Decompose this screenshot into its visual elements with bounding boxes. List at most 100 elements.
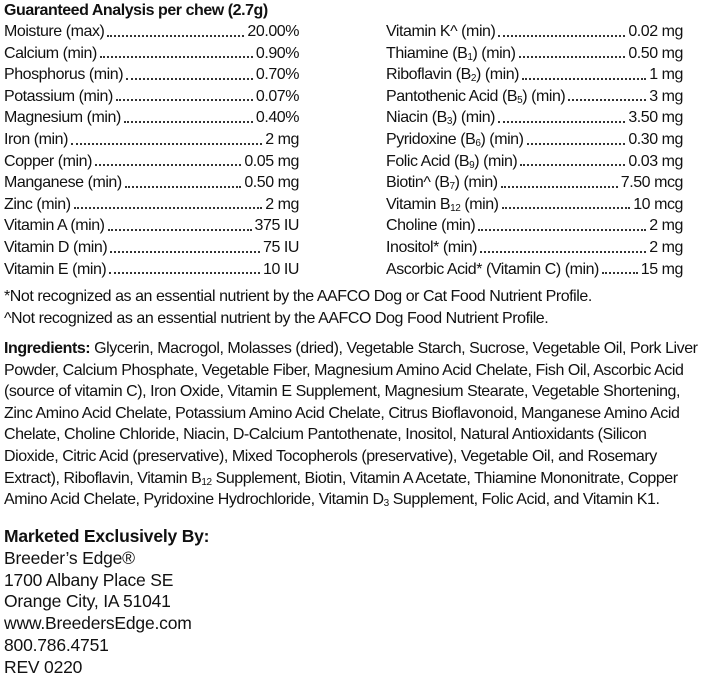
nutrient-row: Niacin (B3) (min) 3.50 mg xyxy=(386,107,683,129)
nutrient-label: Copper (min) xyxy=(4,152,92,170)
nutrient-label: Thiamine (B1) (min) xyxy=(386,44,516,63)
analysis-title: Guaranteed Analysis per chew (2.7g) xyxy=(4,2,268,19)
marketer-street: 1700 Albany Place SE xyxy=(4,569,174,590)
nutrient-row: Moisture (max) 20.00% xyxy=(4,21,299,43)
subscript: 7 xyxy=(449,181,455,193)
dot-leader xyxy=(478,215,647,231)
nutrient-label: Zinc (min) xyxy=(4,195,71,213)
ingredients-line: Powder, Calcium Phosphate, Vegetable Fib… xyxy=(4,361,684,379)
subscript: 3 xyxy=(446,116,453,128)
dot-leader xyxy=(109,259,260,275)
nutrient-row: Thiamine (B1) (min) 0.50 mg xyxy=(386,43,683,65)
nutrient-label: Vitamin B12 (min) xyxy=(386,195,499,214)
dot-leader xyxy=(99,43,253,59)
dot-leader xyxy=(498,21,626,37)
marketer-city: Orange City, IA 51041 xyxy=(4,591,171,612)
nutrient-value: 0.90% xyxy=(255,44,300,62)
ingredients-line: Chelate, Choline Chloride, Niacin, D-Cal… xyxy=(4,426,647,444)
nutrient-value: 0.03 mg xyxy=(628,152,683,170)
nutrient-value: 10 IU xyxy=(263,260,299,278)
marketer-phone: 800.786.4751 xyxy=(4,634,109,655)
nutrient-row: Folic Acid (B9) (min) 0.03 mg xyxy=(386,151,683,173)
nutrient-value: 0.50 mg xyxy=(244,174,299,192)
ingredients-heading: Ingredients: xyxy=(4,340,91,357)
nutrient-label: Moisture (max) xyxy=(4,23,105,40)
nutrient-label: Pantothenic Acid (B5) (min) xyxy=(386,87,566,106)
nutrient-value: 0.50 mg xyxy=(628,44,683,62)
nutrient-label: Calcium (min) xyxy=(4,44,97,62)
nutrient-row: Ascorbic Acid* (Vitamin C) (min) 15 mg xyxy=(386,259,683,281)
nutrient-row: Inositol* (min) 2 mg xyxy=(386,237,683,259)
nutrient-value: 7.50 mcg xyxy=(620,174,684,192)
nutrient-label: Pyridoxine (B6) (min) xyxy=(386,130,524,149)
ingredients-line: (source of vitamin C), Iron Oxide, Vitam… xyxy=(4,383,680,401)
marketer-website: www.BreedersEdge.com xyxy=(4,613,192,634)
nutrient-row: Riboflavin (B2) (min) 1 mg xyxy=(386,64,683,86)
subscript: 9 xyxy=(469,159,475,171)
nutrient-row: Iron (min) 2 mg xyxy=(4,129,299,151)
analysis-left-column: Guaranteed Analysis per chew (2.7g) Mois… xyxy=(4,0,299,280)
ingredients-line: Ingredients: Glycerin, Macrogol, Molasse… xyxy=(4,340,698,357)
nutrient-value: 3.50 mg xyxy=(628,109,683,127)
nutrient-value: 0.40% xyxy=(255,109,300,127)
nutrient-value: 2 mg xyxy=(265,195,299,213)
dot-leader xyxy=(498,107,626,123)
dot-leader xyxy=(520,151,626,167)
nutrient-label: Iron (min) xyxy=(4,130,68,148)
analysis-right-column: Vitamin K^ (min) 0.02 mg Thiamine (B1) (mi… xyxy=(386,21,683,280)
nutrient-label: Manganese (min) xyxy=(4,174,122,192)
dot-leader xyxy=(526,129,626,145)
ingredients-line: Dioxide, Citric Acid (preservative), Mix… xyxy=(4,447,657,465)
ingredients-line: Extract), Riboflavin, Vitamin B12 Supple… xyxy=(4,469,678,488)
nutrient-value: 3 mg xyxy=(649,87,683,105)
footnote-caret: ^Not recognized as an essential nutrient… xyxy=(4,310,549,327)
nutrient-row: Potassium (min) 0.07% xyxy=(4,86,299,108)
dot-leader xyxy=(115,86,253,102)
nutrient-row: Vitamin E (min) 10 IU xyxy=(4,259,299,281)
nutrient-label: Potassium (min) xyxy=(4,87,113,105)
subscript: 5 xyxy=(517,94,523,106)
nutrient-label: Biotin^ (B7) (min) xyxy=(386,174,498,193)
dot-leader xyxy=(568,86,647,102)
nutrient-row: Calcium (min) 0.90% xyxy=(4,43,299,65)
subscript: 12 xyxy=(201,476,212,488)
dot-leader xyxy=(501,194,631,210)
nutrient-value: 2 mg xyxy=(649,217,683,235)
dot-leader xyxy=(601,259,638,275)
subscript: 2 xyxy=(470,73,477,85)
subscript: 1 xyxy=(467,51,473,63)
dot-leader xyxy=(522,64,647,80)
dot-leader xyxy=(480,237,647,253)
dot-leader xyxy=(500,172,618,188)
nutrient-label: Riboflavin (B2) (min) xyxy=(386,66,520,85)
revision-code: REV 0220 xyxy=(4,656,83,677)
ingredients-line: Amino Acid Chelate, Pyridoxine Hydrochlo… xyxy=(4,491,660,510)
nutrient-label: Vitamin K^ (min) xyxy=(386,23,496,40)
dot-leader xyxy=(70,129,263,145)
nutrient-label: Folic Acid (B9) (min) xyxy=(386,152,518,171)
nutrient-row: Zinc (min) 2 mg xyxy=(4,194,299,216)
nutrient-value: 0.05 mg xyxy=(244,152,299,170)
nutrient-value: 0.70% xyxy=(255,66,300,84)
nutrient-row: Vitamin B12 (min) 10 mcg xyxy=(386,194,683,216)
nutrient-value: 0.07% xyxy=(255,87,300,105)
subscript: 3 xyxy=(383,498,390,510)
nutrient-label: Magnesium (min) xyxy=(4,109,121,127)
subscript: 6 xyxy=(475,137,481,149)
nutrient-value: 20.00% xyxy=(247,23,299,40)
marketer-name: Breeder’s Edge® xyxy=(4,547,135,568)
nutrient-value: 10 mcg xyxy=(633,195,683,213)
nutrient-label: Choline (min) xyxy=(386,217,476,235)
nutrient-row: Copper (min) 0.05 mg xyxy=(4,151,299,173)
dot-leader xyxy=(110,237,260,253)
ingredients-line: Zinc Amino Acid Chelate, Potassium Amino… xyxy=(4,404,680,422)
nutrient-value: 1 mg xyxy=(649,66,683,84)
dot-leader xyxy=(123,107,253,123)
nutrient-label: Inositol* (min) xyxy=(386,238,478,256)
nutrient-row: Pyridoxine (B6) (min) 0.30 mg xyxy=(386,129,683,151)
dot-leader xyxy=(94,151,242,167)
nutrient-value: 2 mg xyxy=(649,238,683,256)
nutrient-row: Vitamin A (min) 375 IU xyxy=(4,215,299,237)
nutrient-value: 375 IU xyxy=(254,217,300,235)
nutrient-label: Ascorbic Acid* (Vitamin C) (min) xyxy=(386,260,599,278)
